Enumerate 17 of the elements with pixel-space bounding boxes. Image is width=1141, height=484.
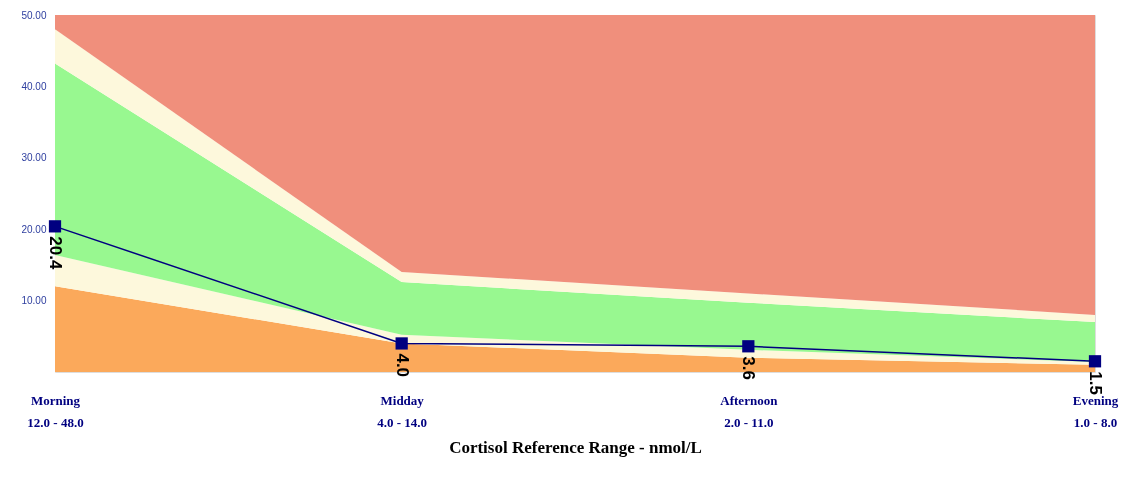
y-tick-label: 30.00 <box>21 152 47 164</box>
y-tick-label: 50.00 <box>21 9 47 21</box>
point <box>48 220 62 233</box>
x-tick-label: Midday 4.0 - 14.0 <box>377 392 428 430</box>
data-label: 3.6 <box>739 356 759 380</box>
point <box>1088 355 1102 368</box>
data-label: 1.5 <box>1086 371 1105 395</box>
data-label: 20.4 <box>46 236 65 270</box>
x-tick-label: Morning 12.0 - 48.0 <box>27 392 84 430</box>
x-tick-label: Afternoon 2.0 - 11.0 <box>720 392 779 430</box>
point <box>742 340 755 353</box>
y-tick-label: 10.00 <box>21 295 47 307</box>
x-axis-title: Cortisol Reference Range - nmol/L <box>449 437 702 457</box>
point <box>395 337 408 350</box>
y-tick-label: 20.00 <box>21 223 47 235</box>
y-tick-label: 40.00 <box>21 80 47 92</box>
data-label: 4.0 <box>392 353 412 378</box>
